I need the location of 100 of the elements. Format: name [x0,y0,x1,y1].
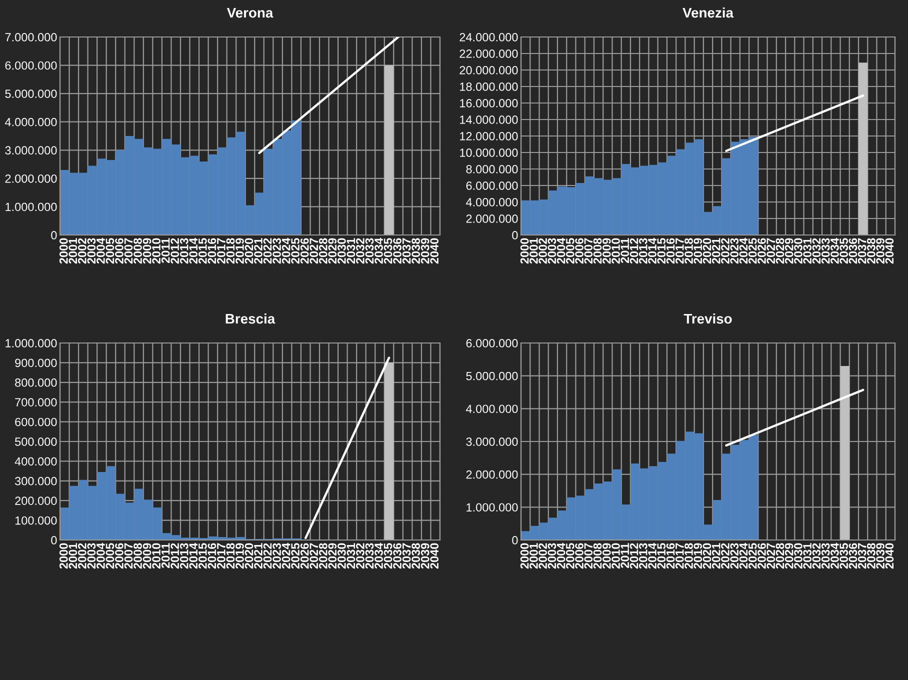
x-tick-label: 2035 [384,238,392,264]
x-tick-label: 2023 [272,543,281,569]
x-tick-label: 2025 [748,543,757,569]
x-tick-label: 2014 [189,238,198,264]
x-tick-label: 2037 [402,238,411,264]
x-tick-label: 2025 [291,543,300,569]
x-tick-label: 2002 [538,543,547,569]
y-tick-label: 0 [512,536,518,544]
x-tick-label: 2001 [68,238,78,264]
x-tick-label: 2021 [712,238,720,264]
x-tick-label: 2017 [675,543,684,569]
x-tick-label: 2004 [556,238,566,264]
chart-title: Treviso [684,313,732,324]
y-tick-label: 6.000.000 [5,61,57,70]
x-tick-label: 2008 [134,543,142,569]
y-tick-label: 0 [51,536,57,544]
x-tick-label: 2009 [602,543,611,569]
x-tick-label: 2011 [161,238,170,263]
x-tick-label: 2039 [420,543,430,569]
x-tick-label: 2034 [830,238,839,264]
x-tick-label: 2007 [584,238,593,264]
x-tick-label: 2031 [803,238,812,264]
y-tick-label: 14.000.000 [460,116,518,124]
chart-title: Verona [226,8,274,18]
x-tick-label: 2008 [134,238,142,264]
x-tick-label: 2006 [115,543,124,569]
x-tick-label: 2033 [365,543,374,569]
y-tick-label: 6.000.000 [466,182,518,190]
x-tick-label: 2027 [766,238,776,264]
x-tick-label: 2024 [282,542,290,569]
x-tick-label: 2031 [346,238,356,264]
x-tick-label: 2002 [78,238,86,264]
x-tick-label: 2012 [170,543,180,569]
x-tick-label: 2039 [876,238,885,264]
x-tick-label: 2037 [858,543,866,569]
x-tick-label: 2005 [566,238,574,264]
x-tick-label: 2028 [776,543,784,569]
x-tick-label: 2016 [208,543,216,569]
x-tick-label: 2003 [87,543,96,569]
y-tick-label: 800.000 [15,378,57,387]
x-tick-label: 2003 [548,238,556,264]
x-tick-label: 2016 [208,238,216,264]
x-tick-label: 2020 [702,238,712,264]
x-tick-label: 2003 [87,238,96,264]
x-tick-label: 2017 [675,238,684,264]
x-tick-label: 2006 [575,543,584,569]
x-tick-label: 2017 [217,238,226,264]
x-tick-label: 2015 [657,543,666,569]
x-tick-label: 2000 [59,238,68,264]
x-tick-label: 2000 [59,543,68,569]
y-tick-label: 2.000.000 [466,470,518,479]
x-tick-label: 2008 [593,238,602,264]
x-tick-label: 2033 [821,238,830,264]
x-tick-label: 2006 [115,238,124,264]
chart-title: Venezia [682,7,734,18]
x-tick-label: 2036 [848,543,858,569]
x-tick-label: 2013 [638,543,648,569]
x-tick-label: 2033 [365,238,374,264]
x-tick-label: 2013 [180,543,188,569]
x-tick-label: 2030 [337,238,346,264]
x-tick-label: 2012 [170,238,180,264]
x-tick-label: 2026 [300,543,309,569]
y-tick-label: 300.000 [15,476,57,486]
x-tick-label: 2035 [384,543,392,569]
x-tick-label: 2013 [180,238,188,264]
y-tick-label: 500.000 [15,438,57,446]
x-tick-label: 2011 [161,543,170,568]
x-tick-label: 2018 [684,238,693,264]
x-tick-label: 2007 [584,543,593,569]
x-tick-label: 2004 [556,542,566,569]
x-tick-label: 2026 [300,238,309,264]
x-tick-label: 2010 [152,238,160,264]
x-tick-label: 2032 [812,543,821,569]
y-tick-label: 4.000.000 [466,404,518,414]
x-tick-label: 2001 [529,543,538,569]
x-tick-label: 2012 [630,238,638,264]
x-tick-label: 2032 [356,543,364,569]
y-tick-label: 22.000.000 [460,50,518,58]
x-tick-label: 2014 [189,542,198,569]
y-tick-label: 20.000.000 [460,66,518,74]
x-tick-label: 2011 [620,238,630,263]
x-tick-label: 2009 [142,543,152,569]
x-tick-label: 2035 [840,543,848,569]
x-tick-label: 2037 [858,238,866,264]
x-tick-label: 2032 [356,238,364,264]
x-tick-label: 2028 [318,543,328,569]
y-tick-label: 0 [512,231,518,240]
x-tick-label: 2002 [78,543,86,569]
x-tick-label: 2003 [548,543,556,569]
y-tick-label: 6.000.000 [466,339,518,348]
x-tick-label: 2022 [263,543,272,569]
x-tick-label: 2022 [721,543,730,569]
x-tick-label: 2020 [244,238,254,264]
x-tick-label: 2025 [748,238,757,264]
y-tick-label: 7.000.000 [5,33,57,42]
x-tick-label: 2018 [226,238,235,264]
x-tick-label: 2009 [602,238,611,264]
y-tick-label: 10.000.000 [460,148,518,157]
x-tick-label: 2014 [648,238,656,264]
x-tick-label: 2000 [520,238,529,264]
